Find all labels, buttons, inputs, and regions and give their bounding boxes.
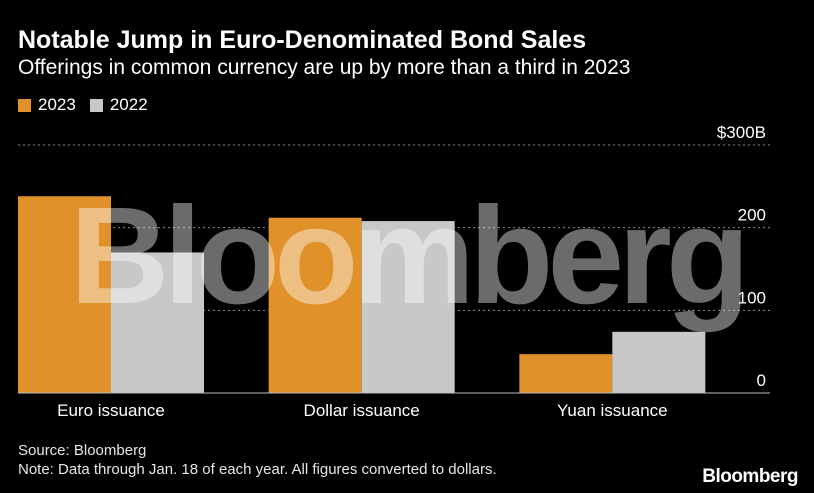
bar-2022-yuan-issuance (612, 331, 706, 393)
bar-2023-euro-issuance (18, 196, 111, 393)
y-tick-label: $300B (717, 123, 766, 142)
y-tick-label: 100 (738, 288, 766, 307)
x-tick-label: Yuan issuance (557, 401, 668, 420)
bloomberg-watermark: Bloomberg (70, 179, 744, 333)
x-tick-label: Euro issuance (57, 401, 165, 420)
legend: 2023 2022 (18, 95, 162, 115)
source-note: Source: Bloomberg (18, 442, 147, 459)
bar-2023-yuan-issuance (519, 354, 613, 393)
y-tick-label: 200 (738, 206, 766, 225)
legend-swatch-2022 (89, 98, 103, 112)
bar-2022-dollar-issuance (361, 221, 455, 393)
legend-swatch-2023 (18, 98, 31, 112)
legend-label-2022: 2022 (109, 95, 148, 114)
legend-label-2023: 2023 (38, 95, 76, 114)
legend-item-2022: 2022 (89, 95, 148, 115)
chart-title: Notable Jump in Euro-Denominated Bond Sa… (18, 26, 587, 54)
x-tick-label: Dollar issuance (304, 401, 420, 420)
bloomberg-logo: Bloomberg (702, 466, 798, 487)
legend-item-2023: 2023 (18, 95, 76, 115)
chart-subtitle: Offerings in common currency are up by m… (18, 56, 631, 79)
bar-2023-dollar-issuance (268, 217, 362, 393)
data-note: Note: Data through Jan. 18 of each year.… (18, 461, 497, 478)
y-tick-label: 0 (757, 371, 766, 390)
bar-2022-euro-issuance (111, 252, 204, 393)
